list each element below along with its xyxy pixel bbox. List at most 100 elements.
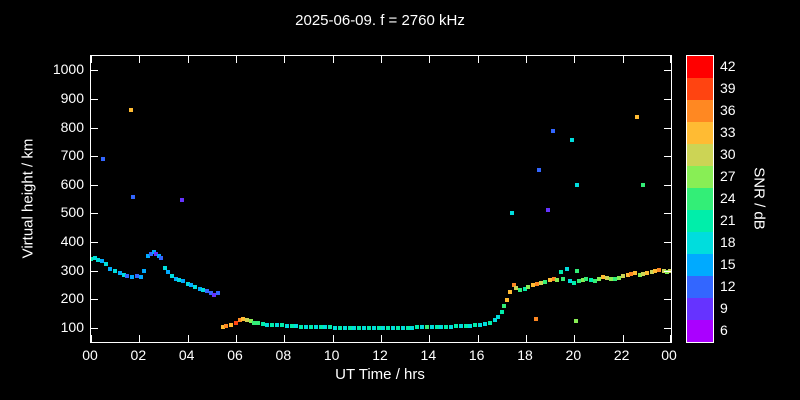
colorbar-band <box>687 144 713 166</box>
data-point <box>205 289 209 294</box>
data-point <box>592 279 597 284</box>
data-point <box>201 287 206 292</box>
data-point <box>248 319 253 324</box>
x-tick-label: 00 <box>82 347 98 363</box>
y-tick <box>664 213 671 215</box>
data-point <box>449 324 454 329</box>
x-tick <box>477 335 479 342</box>
data-point <box>304 324 309 329</box>
data-point <box>656 267 661 272</box>
data-point <box>381 326 386 331</box>
y-tick <box>664 299 671 301</box>
data-point <box>234 321 238 326</box>
data-point <box>313 325 318 330</box>
x-tick <box>91 56 92 63</box>
data-point <box>604 275 609 280</box>
data-point <box>229 322 234 327</box>
colorbar-band <box>687 100 713 122</box>
chart-title: 2025-06-09. f = 2760 kHz <box>295 12 465 29</box>
y-tick-label: 400 <box>60 232 84 249</box>
data-point <box>617 275 622 280</box>
data-point <box>644 270 649 275</box>
data-point <box>162 265 167 270</box>
data-point <box>531 283 536 288</box>
data-point <box>113 269 118 274</box>
data-point <box>625 272 630 277</box>
data-point <box>376 326 381 331</box>
y-tick <box>91 270 98 272</box>
data-point <box>526 285 531 290</box>
y-tick-label: 800 <box>60 118 84 135</box>
x-tick-label: 12 <box>372 347 388 363</box>
data-point <box>265 322 270 327</box>
colorbar-tick-label: 6 <box>720 322 728 338</box>
data-point <box>357 325 362 330</box>
x-tick-label: 06 <box>227 347 243 363</box>
data-point <box>509 210 514 215</box>
x-tick <box>284 56 286 63</box>
data-point <box>252 320 257 325</box>
x-tick <box>477 56 479 63</box>
data-point <box>92 255 97 260</box>
data-point <box>567 279 572 284</box>
x-tick <box>526 56 527 63</box>
x-tick <box>622 335 624 342</box>
y-tick-label: 600 <box>60 175 84 192</box>
data-point <box>415 325 420 330</box>
data-point <box>156 254 161 259</box>
data-point <box>220 324 225 329</box>
data-point <box>561 276 566 281</box>
y-tick <box>664 156 671 158</box>
y-tick-label: 100 <box>60 318 84 335</box>
data-point <box>154 252 159 257</box>
data-point <box>635 114 640 119</box>
data-point <box>130 194 135 199</box>
data-point <box>559 269 564 274</box>
data-point <box>118 271 122 276</box>
data-point <box>550 128 555 133</box>
data-point <box>347 325 352 330</box>
data-point <box>573 319 578 324</box>
data-point <box>386 326 391 331</box>
colorbar-band <box>687 254 713 276</box>
data-point <box>434 324 439 329</box>
y-tick <box>664 184 671 186</box>
y-tick-label: 900 <box>60 89 84 106</box>
x-tick-label: 02 <box>130 347 147 363</box>
colorbar-band <box>687 276 713 298</box>
data-point <box>424 325 429 330</box>
data-point <box>439 324 444 329</box>
data-point <box>584 276 589 281</box>
data-point <box>352 325 357 330</box>
data-point <box>641 183 646 188</box>
colorbar-tick-label: 30 <box>720 146 736 162</box>
colorbar-tick-label: 33 <box>720 124 736 140</box>
y-tick <box>91 327 98 329</box>
x-tick-label: 22 <box>613 347 630 363</box>
data-point <box>128 108 133 113</box>
y-tick <box>91 127 98 129</box>
data-point <box>405 325 410 330</box>
data-point <box>496 314 501 319</box>
data-point <box>637 272 642 277</box>
data-point <box>589 278 594 283</box>
x-tick-label: 18 <box>517 347 533 363</box>
data-point <box>473 323 478 328</box>
x-tick <box>670 56 671 63</box>
colorbar-band <box>687 78 713 100</box>
y-tick-label: 300 <box>60 261 84 278</box>
x-tick <box>139 335 141 342</box>
data-point <box>620 274 625 279</box>
data-point <box>173 276 178 281</box>
x-tick <box>574 56 576 63</box>
data-point <box>318 325 323 330</box>
x-tick <box>429 56 431 63</box>
data-point <box>270 322 275 327</box>
y-tick <box>664 241 671 243</box>
data-point <box>629 271 634 276</box>
x-tick <box>574 335 576 342</box>
data-point <box>138 274 143 279</box>
data-point <box>522 286 527 291</box>
data-point <box>665 269 670 274</box>
x-tick-label: 10 <box>323 347 340 363</box>
